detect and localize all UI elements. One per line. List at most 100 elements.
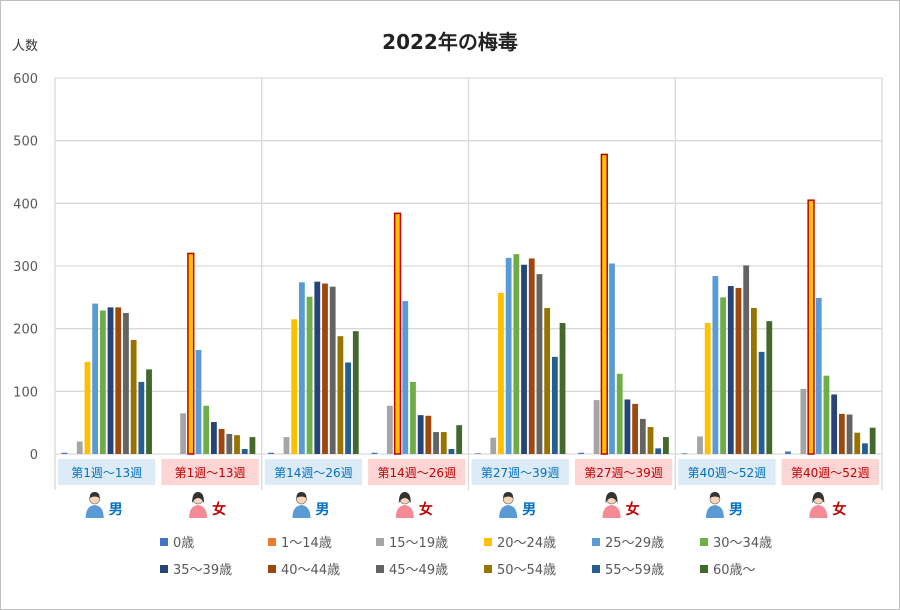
bar xyxy=(727,286,734,454)
bar xyxy=(831,394,838,454)
bar xyxy=(697,436,703,454)
y-axis-label: 人数 xyxy=(12,39,38,54)
legend-label: 45〜49歳 xyxy=(389,563,448,578)
bar xyxy=(306,296,313,454)
bar xyxy=(490,437,497,454)
legend-label: 15〜19歳 xyxy=(389,536,448,551)
gender-label: 女 xyxy=(212,501,226,518)
gender-label: 男 xyxy=(729,502,743,518)
bar xyxy=(393,212,402,455)
legend-label: 20〜24歳 xyxy=(497,536,556,551)
bar xyxy=(417,415,424,454)
legend-label: 40〜44歳 xyxy=(281,563,340,578)
bar xyxy=(180,413,187,454)
bar xyxy=(352,331,359,454)
bar xyxy=(474,453,481,454)
bar xyxy=(498,292,504,454)
category-label-bg xyxy=(161,459,259,485)
bar xyxy=(862,443,868,454)
legend-label: 50〜54歳 xyxy=(497,563,556,578)
gender-label: 男 xyxy=(315,502,329,518)
legend-label: 1〜14歳 xyxy=(281,536,332,551)
bar xyxy=(544,307,551,454)
bar xyxy=(241,448,248,454)
bar xyxy=(758,351,765,454)
bar xyxy=(681,453,688,454)
legend-label: 55〜59歳 xyxy=(605,563,664,578)
bar xyxy=(513,254,520,454)
bar xyxy=(712,276,719,454)
y-tick-label: 0 xyxy=(30,448,38,463)
legend-swatch xyxy=(376,565,384,573)
bar xyxy=(578,452,585,454)
bar xyxy=(600,153,608,455)
bar xyxy=(130,339,137,454)
bar xyxy=(433,432,439,454)
category-label: 第40週〜52週 xyxy=(791,466,870,480)
bar xyxy=(298,282,305,454)
category-label-bg xyxy=(678,459,776,485)
category-label: 第1週〜13週 xyxy=(175,466,246,480)
y-tick-label: 400 xyxy=(13,197,38,212)
bar xyxy=(322,283,328,454)
bar xyxy=(76,441,83,454)
bar xyxy=(559,323,566,454)
bar xyxy=(800,388,807,454)
bar xyxy=(345,362,351,454)
y-tick-label: 100 xyxy=(13,385,38,400)
bar xyxy=(329,286,336,454)
legend-label: 0歳 xyxy=(173,536,194,551)
bar xyxy=(846,414,853,454)
bar xyxy=(203,405,210,454)
legend-swatch xyxy=(592,538,600,546)
bar xyxy=(268,452,274,454)
category-label: 第1週〜13週 xyxy=(71,466,142,480)
chart-title: 2022年の梅毒 xyxy=(382,30,518,54)
legend-label: 60歳〜 xyxy=(713,563,756,578)
category-label-bg xyxy=(471,459,569,485)
bar xyxy=(854,432,861,454)
legend-swatch xyxy=(376,538,384,546)
bar xyxy=(815,297,822,454)
y-tick-label: 200 xyxy=(13,323,38,338)
bar xyxy=(371,452,378,454)
bar xyxy=(402,301,409,454)
category-label-bg xyxy=(781,459,879,485)
category-label-bg xyxy=(368,459,466,485)
gender-label: 男 xyxy=(522,502,536,518)
bar xyxy=(283,437,290,454)
bar xyxy=(115,307,122,454)
male-person-icon xyxy=(85,492,104,518)
bar xyxy=(314,281,321,454)
category-label: 第27週〜39週 xyxy=(584,466,663,480)
gender-label: 女 xyxy=(626,501,640,518)
legend-swatch xyxy=(160,538,168,546)
bar xyxy=(838,413,845,454)
bar xyxy=(195,349,202,454)
bar xyxy=(521,264,527,454)
bar xyxy=(785,451,791,454)
bar xyxy=(593,400,600,454)
bar xyxy=(99,310,106,454)
bar xyxy=(743,265,750,454)
bar xyxy=(505,257,512,454)
bar xyxy=(639,418,646,454)
bar xyxy=(663,437,669,454)
bar xyxy=(704,323,711,454)
legend-swatch xyxy=(700,565,708,573)
bar xyxy=(61,452,68,454)
bar xyxy=(551,356,558,454)
bar xyxy=(138,381,145,454)
female-person-icon xyxy=(602,492,621,518)
category-label: 第40週〜52週 xyxy=(688,466,767,480)
legend-swatch xyxy=(268,565,276,573)
legend-swatch xyxy=(160,565,168,573)
legend-swatch xyxy=(484,538,492,546)
male-person-icon xyxy=(292,492,311,518)
bar xyxy=(218,428,225,454)
bar xyxy=(234,435,240,454)
bar xyxy=(647,427,654,454)
legend-swatch xyxy=(592,565,600,573)
bar xyxy=(750,307,757,454)
